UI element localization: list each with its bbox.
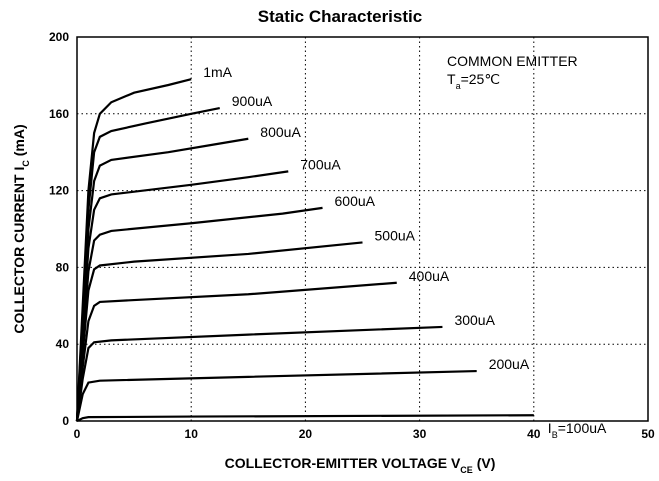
x-tick-label: 20 [299, 427, 313, 441]
x-tick-label: 50 [641, 427, 655, 441]
subscript: B [552, 430, 558, 440]
y-tick-label: 80 [56, 260, 70, 274]
curve-label: 1mA [203, 64, 232, 80]
y-tick-label: 160 [49, 107, 69, 121]
y-tick-label: 40 [56, 337, 70, 351]
chart-title: Static Characteristic [258, 7, 422, 26]
curve [75, 206, 323, 422]
plot-frame [76, 36, 649, 422]
curve-label: 200uA [489, 356, 530, 372]
y-axis-label: COLLECTOR CURRENT IC (mA) [11, 124, 31, 333]
text-part: COLLECTOR CURRENT I [11, 167, 27, 334]
curve [75, 170, 289, 422]
curve [75, 78, 192, 422]
x-tick-label: 0 [74, 427, 81, 441]
annotation: COMMON EMITTER [447, 53, 578, 69]
annotation: Ta=25℃ [447, 71, 500, 91]
y-tick-label: 200 [49, 30, 69, 44]
text-part: (V) [473, 455, 496, 471]
subscript: CE [460, 465, 473, 475]
curve [76, 414, 534, 422]
y-tick-label: 0 [62, 414, 69, 428]
y-tick-label: 120 [49, 184, 69, 198]
curve [75, 241, 363, 422]
text-part: COLLECTOR-EMITTER VOLTAGE V [225, 455, 461, 471]
x-axis-label: COLLECTOR-EMITTER VOLTAGE VCE (V) [225, 455, 496, 475]
curve [75, 325, 443, 422]
text-part: =25℃ [461, 71, 500, 87]
x-tick-label: 40 [527, 427, 541, 441]
x-tick-label: 30 [413, 427, 427, 441]
text-part: I [548, 420, 552, 436]
curve-label: IB=100uA [548, 420, 607, 440]
curve-label: 300uA [454, 312, 495, 328]
curve-label: 400uA [409, 268, 450, 284]
curve [75, 281, 397, 422]
curve-label: 500uA [375, 227, 416, 243]
curve-label: 600uA [335, 193, 376, 209]
text-part: =100uA [558, 420, 607, 436]
subscript: C [21, 160, 31, 167]
curve-label: 800uA [260, 124, 301, 140]
curve-label: 700uA [300, 156, 341, 172]
x-tick-label: 10 [185, 427, 199, 441]
subscript: a [456, 81, 461, 91]
curve [75, 369, 477, 422]
text-part: T [447, 71, 456, 87]
text-part: (mA) [11, 124, 27, 160]
curve-label: 900uA [232, 93, 273, 109]
